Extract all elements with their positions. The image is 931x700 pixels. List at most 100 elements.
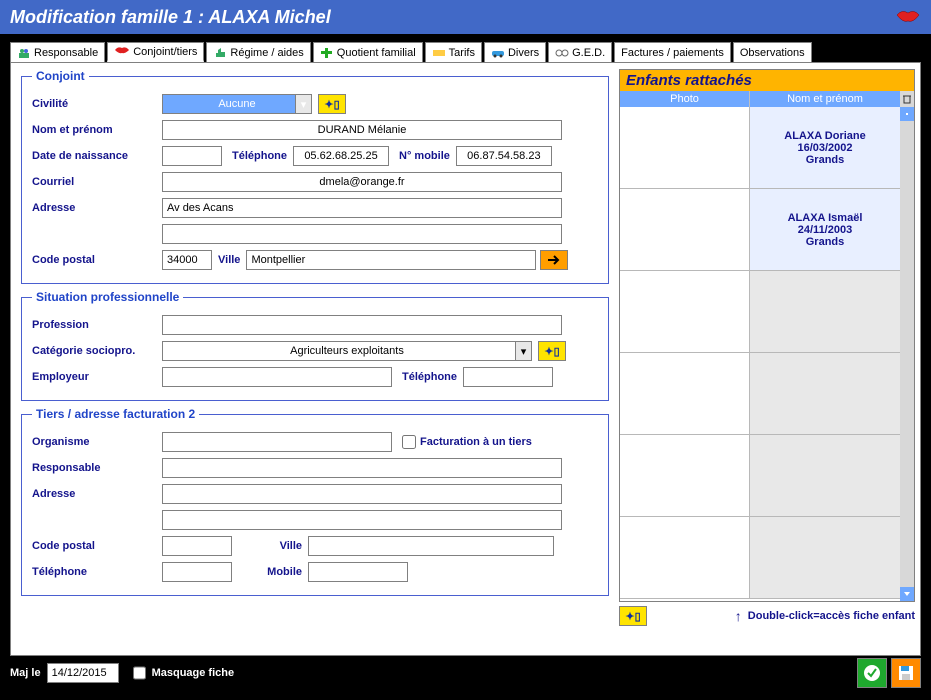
- price-tag-icon: [432, 47, 446, 59]
- scroll-up-icon[interactable]: [900, 107, 914, 121]
- label-categorie: Catégorie sociopro.: [32, 345, 162, 357]
- select-civilite[interactable]: Aucune ▾: [162, 94, 312, 114]
- label-adresse: Adresse: [32, 202, 162, 214]
- label-nom: Nom et prénom: [32, 124, 162, 136]
- validate-button[interactable]: [857, 658, 887, 688]
- lookup-ville-button[interactable]: [540, 250, 568, 270]
- tab-tarifs[interactable]: Tarifs: [425, 42, 482, 62]
- tab-ged[interactable]: G.E.D.: [548, 42, 612, 62]
- label-ville: Ville: [218, 254, 240, 266]
- label-tiers-ville: Ville: [242, 540, 302, 552]
- select-categorie[interactable]: Agriculteurs exploitants ▾: [162, 341, 532, 361]
- input-organisme[interactable]: [162, 432, 392, 452]
- fieldset-tiers: Tiers / adresse facturation 2 Organisme …: [21, 407, 609, 596]
- label-courriel: Courriel: [32, 176, 162, 188]
- child-row-empty: [620, 517, 900, 599]
- lips-icon: [114, 45, 130, 58]
- delete-icon[interactable]: [900, 91, 914, 107]
- input-mobile[interactable]: [456, 146, 552, 166]
- label-cp: Code postal: [32, 254, 162, 266]
- tab-factures-paiements[interactable]: Factures / paiements: [614, 42, 731, 62]
- label-naissance: Date de naissance: [32, 150, 162, 162]
- input-tiers-adresse1[interactable]: [162, 484, 562, 504]
- tab-conjoint-tiers[interactable]: Conjoint/tiers: [107, 42, 204, 62]
- label-mobile: N° mobile: [399, 150, 450, 162]
- chevron-down-icon[interactable]: ▾: [295, 95, 311, 113]
- add-child-button[interactable]: ✦▯: [619, 606, 647, 626]
- legend-situation: Situation professionnelle: [32, 290, 183, 304]
- input-profession[interactable]: [162, 315, 562, 335]
- arrow-up-icon: ↑: [735, 608, 742, 624]
- child-photo: [620, 107, 750, 188]
- save-button[interactable]: [891, 658, 921, 688]
- people-icon: [17, 47, 31, 59]
- tab-divers[interactable]: Divers: [484, 42, 546, 62]
- children-rows: ALAXA Doriane 16/03/2002 Grands ALAXA Is…: [620, 107, 900, 601]
- input-naissance[interactable]: [162, 146, 222, 166]
- child-photo: [620, 189, 750, 270]
- legend-conjoint: Conjoint: [32, 69, 89, 83]
- label-tiers-cp: Code postal: [32, 540, 162, 552]
- label-civilite: Civilité: [32, 98, 162, 110]
- car-icon: [491, 47, 505, 59]
- input-adresse2[interactable]: [162, 224, 562, 244]
- child-name: ALAXA Doriane: [784, 130, 866, 142]
- input-tiers-tel[interactable]: [162, 562, 232, 582]
- chevron-down-icon[interactable]: ▾: [515, 342, 531, 360]
- child-date: 24/11/2003: [798, 224, 852, 236]
- label-tiers-mobile: Mobile: [242, 566, 302, 578]
- tab-regime-aides[interactable]: Régime / aides: [206, 42, 310, 62]
- input-courriel[interactable]: [162, 172, 562, 192]
- child-group: Grands: [806, 154, 845, 166]
- label-tiers-adresse: Adresse: [32, 488, 162, 500]
- input-telephone[interactable]: [293, 146, 389, 166]
- label-tel-employeur: Téléphone: [402, 371, 457, 383]
- child-row-empty: [620, 271, 900, 353]
- col-photo: Photo: [620, 91, 750, 107]
- plus-icon: [320, 47, 334, 59]
- child-row[interactable]: ALAXA Doriane 16/03/2002 Grands: [620, 107, 900, 189]
- legend-tiers: Tiers / adresse facturation 2: [32, 407, 199, 421]
- input-tiers-ville[interactable]: [308, 536, 554, 556]
- input-tiers-cp[interactable]: [162, 536, 232, 556]
- lips-icon: [895, 7, 921, 28]
- input-tiers-mobile[interactable]: [308, 562, 408, 582]
- label-masquage: Masquage fiche: [152, 667, 235, 679]
- label-telephone: Téléphone: [232, 150, 287, 162]
- add-civilite-button[interactable]: ✦▯: [318, 94, 346, 114]
- input-nom[interactable]: [162, 120, 562, 140]
- tab-quotient-familial[interactable]: Quotient familial: [313, 42, 423, 62]
- add-categorie-button[interactable]: ✦▯: [538, 341, 566, 361]
- titlebar: Modification famille 1 : ALAXA Michel: [0, 0, 931, 34]
- input-maj-date[interactable]: [47, 663, 119, 683]
- label-employeur: Employeur: [32, 371, 162, 383]
- fieldset-conjoint: Conjoint Civilité Aucune ▾ ✦▯ Nom et pré…: [21, 69, 609, 284]
- window-title: Modification famille 1 : ALAXA Michel: [10, 7, 331, 28]
- child-name: ALAXA Ismaël: [788, 212, 863, 224]
- input-tel-employeur[interactable]: [463, 367, 553, 387]
- hint-double-click: ↑ Double-click=accès fiche enfant: [735, 608, 915, 624]
- tab-responsable[interactable]: Responsable: [10, 42, 105, 62]
- tab-bar: Responsable Conjoint/tiers Régime / aide…: [10, 42, 921, 62]
- input-ville[interactable]: [246, 250, 536, 270]
- child-group: Grands: [806, 236, 845, 248]
- input-cp[interactable]: [162, 250, 212, 270]
- tab-observations[interactable]: Observations: [733, 42, 812, 62]
- input-employeur[interactable]: [162, 367, 392, 387]
- label-organisme: Organisme: [32, 436, 162, 448]
- child-row[interactable]: ALAXA Ismaël 24/11/2003 Grands: [620, 189, 900, 271]
- thumbs-up-icon: [213, 47, 227, 59]
- scrollbar[interactable]: [900, 107, 914, 601]
- input-tiers-adresse2[interactable]: [162, 510, 562, 530]
- label-tiers-tel: Téléphone: [32, 566, 162, 578]
- label-facturation-tiers: Facturation à un tiers: [420, 436, 532, 448]
- label-maj: Maj le: [10, 667, 41, 679]
- checkbox-masquage[interactable]: [133, 663, 146, 683]
- children-header: Enfants rattachés: [620, 70, 914, 91]
- input-responsable[interactable]: [162, 458, 562, 478]
- glasses-icon: [555, 47, 569, 59]
- children-panel: Enfants rattachés Photo Nom et prénom AL…: [619, 69, 915, 602]
- scroll-down-icon[interactable]: [900, 587, 914, 601]
- checkbox-facturation-tiers[interactable]: [402, 435, 416, 449]
- input-adresse1[interactable]: [162, 198, 562, 218]
